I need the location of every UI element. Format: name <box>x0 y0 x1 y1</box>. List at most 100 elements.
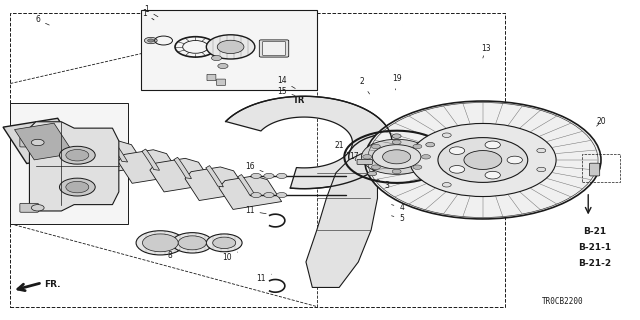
Polygon shape <box>150 158 212 192</box>
Text: 3: 3 <box>378 179 390 190</box>
Text: 8: 8 <box>168 250 179 260</box>
Circle shape <box>276 173 287 179</box>
Circle shape <box>264 193 274 197</box>
Text: 12: 12 <box>29 201 44 210</box>
Polygon shape <box>226 96 392 189</box>
Polygon shape <box>141 10 317 90</box>
Circle shape <box>148 39 154 42</box>
Polygon shape <box>205 166 223 187</box>
FancyBboxPatch shape <box>589 163 600 176</box>
Circle shape <box>218 63 228 68</box>
Text: B-21-1: B-21-1 <box>578 243 611 252</box>
Circle shape <box>413 165 422 169</box>
Polygon shape <box>118 150 180 183</box>
Circle shape <box>371 165 380 169</box>
Circle shape <box>31 139 44 146</box>
Polygon shape <box>15 123 74 160</box>
FancyBboxPatch shape <box>20 138 38 147</box>
Circle shape <box>371 144 380 149</box>
Circle shape <box>413 144 422 149</box>
Circle shape <box>362 139 432 174</box>
Circle shape <box>212 237 236 249</box>
Polygon shape <box>78 132 95 153</box>
Polygon shape <box>3 118 81 164</box>
Circle shape <box>363 155 372 159</box>
Polygon shape <box>110 141 127 162</box>
Circle shape <box>251 193 261 197</box>
Circle shape <box>449 165 465 173</box>
Circle shape <box>251 173 261 179</box>
Circle shape <box>392 134 401 138</box>
Text: 7: 7 <box>81 175 90 184</box>
Text: 14: 14 <box>277 76 295 88</box>
Text: B-21-2: B-21-2 <box>578 259 611 268</box>
Text: 9: 9 <box>31 149 44 158</box>
Circle shape <box>442 183 451 187</box>
Polygon shape <box>185 167 248 201</box>
Text: 5: 5 <box>392 214 404 223</box>
Circle shape <box>464 151 502 169</box>
Circle shape <box>383 150 411 164</box>
Circle shape <box>422 155 431 159</box>
Circle shape <box>372 145 421 169</box>
Text: TR: TR <box>292 96 305 105</box>
Circle shape <box>442 133 451 137</box>
Circle shape <box>31 204 44 211</box>
Polygon shape <box>219 176 282 209</box>
Circle shape <box>60 146 95 164</box>
Polygon shape <box>10 103 129 224</box>
Text: 17: 17 <box>349 152 358 161</box>
Circle shape <box>365 101 601 219</box>
Text: 10: 10 <box>223 252 237 262</box>
Polygon shape <box>173 157 191 179</box>
Circle shape <box>178 236 206 250</box>
Text: 1: 1 <box>144 5 158 17</box>
Text: B-21: B-21 <box>583 227 606 236</box>
Polygon shape <box>83 141 146 174</box>
Circle shape <box>449 147 465 155</box>
Circle shape <box>136 231 184 255</box>
Text: 13: 13 <box>481 44 491 58</box>
Circle shape <box>485 171 500 179</box>
Text: 21: 21 <box>335 141 349 154</box>
Text: 6: 6 <box>35 15 49 25</box>
Circle shape <box>66 149 89 161</box>
Text: 18: 18 <box>371 164 386 174</box>
Polygon shape <box>142 149 159 170</box>
Circle shape <box>66 181 89 193</box>
Circle shape <box>410 124 556 196</box>
Circle shape <box>537 167 546 172</box>
Text: 20: 20 <box>596 117 606 126</box>
Circle shape <box>368 171 377 176</box>
Circle shape <box>485 141 500 149</box>
FancyBboxPatch shape <box>20 203 38 212</box>
Polygon shape <box>306 154 378 287</box>
Circle shape <box>537 148 546 153</box>
FancyBboxPatch shape <box>262 42 285 55</box>
Circle shape <box>426 142 435 147</box>
Circle shape <box>438 138 528 182</box>
FancyBboxPatch shape <box>357 159 372 164</box>
Circle shape <box>264 173 274 179</box>
Polygon shape <box>237 175 255 196</box>
Circle shape <box>60 178 95 196</box>
Circle shape <box>349 133 445 181</box>
Circle shape <box>206 35 255 59</box>
Circle shape <box>206 234 242 252</box>
Circle shape <box>143 234 178 252</box>
FancyBboxPatch shape <box>259 40 289 57</box>
Text: 2: 2 <box>359 77 369 94</box>
Text: 11: 11 <box>257 274 271 283</box>
Circle shape <box>392 140 401 144</box>
Text: 15: 15 <box>277 87 295 96</box>
Text: 4: 4 <box>392 203 404 212</box>
Text: 16: 16 <box>245 162 263 172</box>
Circle shape <box>276 193 287 197</box>
Polygon shape <box>48 132 111 165</box>
Circle shape <box>211 55 221 60</box>
Circle shape <box>145 37 157 44</box>
Text: 12: 12 <box>29 130 44 139</box>
Text: FR.: FR. <box>44 280 61 289</box>
Text: 1: 1 <box>142 9 154 20</box>
FancyBboxPatch shape <box>216 79 225 85</box>
